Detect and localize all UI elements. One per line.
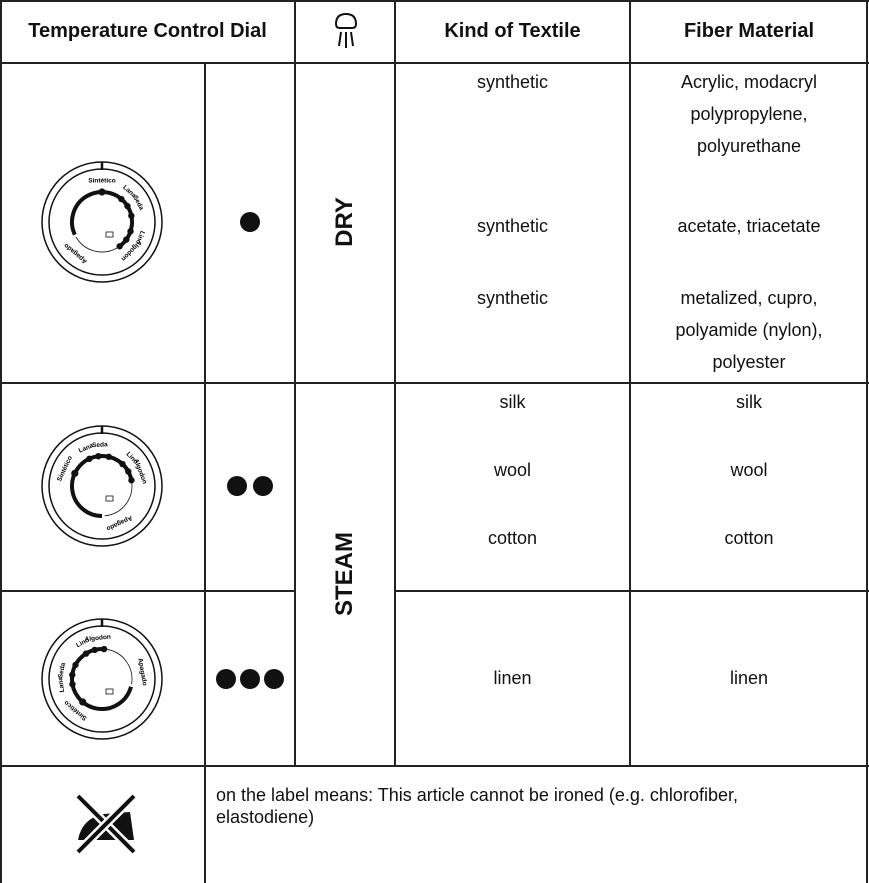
grid-line	[0, 382, 869, 384]
grid-line	[629, 0, 631, 765]
dial-dot	[95, 453, 101, 459]
temp-dot	[240, 212, 260, 232]
dial-ring	[49, 169, 155, 275]
ironing-table: Temperature Control Dial Kind of Textile…	[0, 0, 869, 883]
kind: cotton	[395, 522, 630, 554]
dial-dot	[86, 456, 92, 462]
dial-dot	[125, 468, 131, 474]
dial-arc	[107, 649, 132, 684]
dial-dot	[119, 461, 125, 467]
fiber: wool	[630, 454, 868, 486]
dial-dot	[116, 243, 122, 249]
mode-label: DRY	[331, 197, 359, 247]
dial-knob-mark	[106, 496, 113, 501]
dial-label: Seda	[131, 194, 145, 211]
fiber: silk	[630, 386, 868, 418]
dial-dot	[128, 213, 134, 219]
steam-icon	[330, 10, 362, 52]
dial-label: Seda	[92, 441, 108, 449]
temp-dot	[227, 476, 247, 496]
dial-dot	[72, 662, 78, 668]
dial-label: Seda	[57, 662, 67, 679]
dial-ring	[49, 433, 155, 539]
dial-dot	[101, 646, 107, 652]
dial-arc	[76, 237, 117, 252]
header-fiber: Fiber Material	[630, 0, 868, 62]
dial-dot	[124, 203, 130, 209]
grid-line	[0, 590, 295, 592]
temp-dot	[264, 669, 284, 689]
dial-dot	[71, 470, 78, 477]
dial-dot	[79, 698, 86, 705]
dial-ring	[49, 626, 155, 732]
kind: wool	[395, 454, 630, 486]
header-dial: Temperature Control Dial	[0, 0, 295, 62]
fiber: cotton	[630, 522, 868, 554]
kind: synthetic	[395, 210, 630, 242]
dial-knob-mark	[106, 689, 113, 694]
fiber: linen	[630, 662, 868, 694]
grid-line	[395, 590, 869, 592]
border	[866, 0, 868, 883]
dial-dot	[69, 681, 75, 687]
dial-label: Algodon	[84, 634, 111, 644]
note: on the label means: This article cannot …	[216, 784, 836, 828]
grid-line	[0, 62, 869, 64]
dial-dot	[98, 188, 105, 195]
dial-dot	[127, 228, 133, 234]
fiber: Acrylic, modacryl polypropylene, polyure…	[660, 66, 838, 162]
grid-line	[0, 765, 869, 767]
border	[0, 0, 2, 883]
temp-dot	[253, 476, 273, 496]
kind: linen	[395, 662, 630, 694]
dial-dot	[69, 672, 75, 678]
dial-dot	[106, 454, 112, 460]
grid-line	[204, 62, 206, 883]
kind: synthetic	[395, 282, 630, 314]
mode-label: STEAM	[331, 532, 359, 616]
dial-label: Sintético	[88, 178, 115, 185]
kind: silk	[395, 386, 630, 418]
header-kind: Kind of Textile	[395, 0, 630, 62]
dial-dot	[128, 477, 134, 483]
dial-dot	[123, 236, 129, 242]
no-iron-icon	[70, 788, 142, 860]
dial-label: Apagado	[136, 658, 148, 687]
dial-label: Apagado	[105, 514, 133, 532]
dial-dot	[83, 650, 89, 656]
kind: synthetic	[395, 66, 630, 98]
dial-dot	[92, 647, 98, 653]
fiber: acetate, triacetate	[660, 210, 838, 242]
dial-knob-mark	[106, 232, 113, 237]
fiber: metalized, cupro, polyamide (nylon), pol…	[660, 282, 838, 378]
temp-dot	[240, 669, 260, 689]
dial-arc	[105, 483, 132, 516]
temp-dot	[216, 669, 236, 689]
dial-dot	[118, 196, 124, 202]
